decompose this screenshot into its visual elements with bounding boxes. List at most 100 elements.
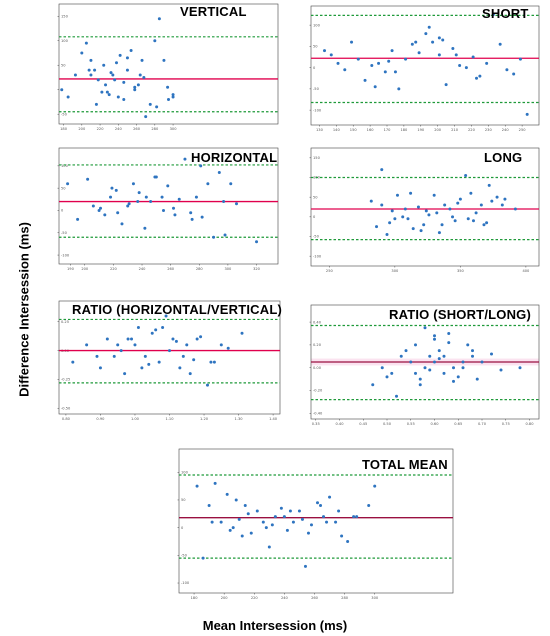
data-point [209, 360, 213, 364]
data-point [329, 53, 333, 57]
y-tick-label: -100 [313, 108, 322, 112]
data-point [285, 528, 289, 532]
x-tick-label: 280 [151, 127, 159, 131]
data-point [93, 68, 97, 72]
data-point [410, 42, 414, 46]
data-point [337, 509, 341, 513]
data-point [114, 188, 118, 192]
data-point [499, 368, 503, 372]
data-point [414, 343, 417, 347]
data-point [164, 314, 168, 318]
data-point [433, 334, 436, 338]
data-point [199, 335, 203, 339]
data-point [300, 517, 304, 521]
x-tick-label: 240 [115, 127, 123, 131]
y-tick-label: 50 [61, 186, 66, 190]
total-mean-plot: -100 -50 0 50 100 180 200 220 240 260 280 300 [177, 448, 454, 600]
x-tick-label: 260 [167, 267, 175, 271]
data-point [210, 520, 214, 524]
data-point [222, 200, 226, 204]
x-tick-label: 300 [170, 127, 178, 131]
y-tick-label: 0 [313, 66, 316, 70]
data-point [518, 366, 522, 370]
data-point [103, 213, 107, 217]
data-point [177, 197, 181, 201]
data-point [89, 58, 93, 62]
data-point [404, 349, 408, 353]
data-point [323, 49, 327, 53]
data-point [213, 481, 217, 485]
x-tick-label: 0.35 [312, 422, 320, 426]
data-point [334, 520, 338, 524]
data-point [219, 343, 223, 347]
x-tick-label: 200 [221, 596, 229, 600]
data-point [479, 203, 483, 207]
data-point [485, 221, 489, 225]
plot-frame [310, 147, 540, 267]
x-tick-label: 180 [400, 128, 408, 132]
data-point [498, 42, 502, 46]
short-title: SHORT [482, 6, 529, 21]
data-point [390, 49, 394, 53]
x-tick-label: 0.50 [383, 422, 392, 426]
data-point [346, 539, 350, 543]
data-point [350, 40, 354, 44]
data-point [433, 360, 436, 364]
x-tick-label: 280 [196, 267, 204, 271]
data-point [505, 68, 509, 72]
data-point [114, 61, 118, 65]
data-point [383, 70, 387, 74]
data-point [98, 366, 102, 370]
data-point [442, 354, 446, 358]
data-point [105, 90, 109, 94]
data-point [267, 545, 271, 549]
data-point [437, 349, 441, 353]
data-point [171, 95, 175, 99]
data-point [113, 78, 117, 82]
panel-short: -100 -50 0 50 100 130 140 150 160 170 180 190 200 210… [306, 4, 543, 135]
data-point [161, 208, 165, 212]
total-mean-title: TOTAL MEAN [362, 457, 448, 472]
data-point [120, 222, 124, 226]
data-point [80, 51, 84, 55]
ratio-sl-plot: -0.40 -0.20 0.00 0.20 0.40 0.35 0.40 0.45 0.50 0.… [309, 304, 540, 426]
horizontal-plot: -100 -50 0 50 100 190 200 220 240 260 280 300 320 [57, 147, 279, 271]
data-point [234, 202, 238, 206]
x-tick-label: 0.55 [407, 422, 415, 426]
data-point [403, 207, 407, 211]
data-point [487, 183, 491, 187]
y-tick-label: -50 [61, 231, 68, 235]
data-point [306, 531, 310, 535]
data-point [194, 195, 198, 199]
data-point [125, 68, 129, 72]
x-tick-label: 140 [333, 128, 341, 132]
data-point [419, 229, 423, 233]
x-tick-label: 1.40 [269, 417, 278, 421]
data-point [500, 203, 504, 207]
data-point [352, 515, 356, 519]
data-point [109, 71, 113, 75]
ratio-hv-title: RATIO (HORIZONTAL/VERTICAL) [72, 302, 283, 317]
x-tick-label: 240 [281, 596, 289, 600]
data-point [490, 352, 493, 356]
panel-long: -100-50050100150250300350400 LONG [306, 146, 543, 276]
panel-total-mean: -100 -50 0 50 100 180 200 220 240 260 280 300 TOTAL… [175, 447, 459, 603]
data-point [427, 213, 431, 217]
x-tick-label: 220 [97, 127, 105, 131]
data-point [458, 64, 462, 67]
x-tick-label: 210 [451, 128, 459, 132]
data-point [168, 349, 171, 353]
data-point [99, 206, 103, 210]
data-point [355, 515, 359, 519]
data-point [525, 112, 529, 116]
data-point [432, 193, 436, 197]
data-point [422, 223, 426, 227]
data-point [343, 68, 347, 72]
data-point [340, 534, 344, 538]
data-point [375, 225, 379, 229]
data-point [118, 53, 122, 57]
x-tick-label: 250 [519, 128, 527, 132]
data-point [411, 227, 415, 231]
data-point [423, 366, 427, 370]
y-tick-label: 0.20 [313, 343, 322, 347]
